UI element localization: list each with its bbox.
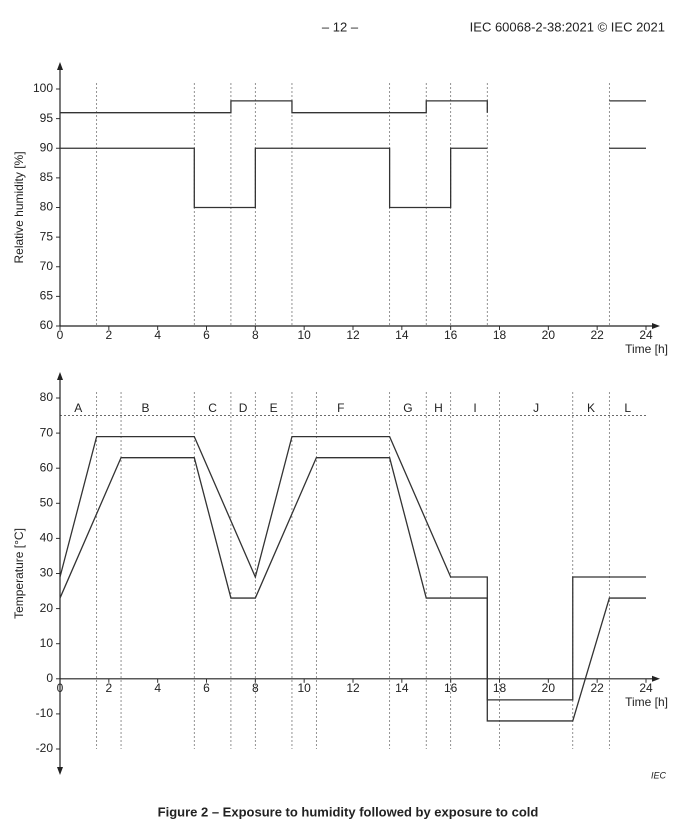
x-tick-label: 8 [252, 681, 259, 695]
phase-label: E [270, 401, 278, 415]
x-arrow [652, 323, 660, 329]
y-tick-label: 0 [46, 671, 53, 685]
x-tick-label: 24 [639, 681, 653, 695]
x-tick-label: 0 [57, 328, 64, 342]
series-line [59, 435, 646, 701]
x-tick-label: 12 [346, 681, 360, 695]
y-tick-label: 10 [40, 636, 54, 650]
x-tick-label: 4 [154, 328, 161, 342]
x-tick-label: 10 [297, 681, 311, 695]
series-line [60, 100, 646, 114]
x-tick-label: 8 [252, 328, 259, 342]
y-tick-label: 85 [40, 170, 54, 184]
phase-label: H [434, 401, 443, 415]
x-tick-label: 14 [395, 681, 409, 695]
phase-label: J [533, 401, 539, 415]
x-axis-title: Time [h] [625, 695, 668, 709]
standard-id: IEC 60068-2-38:2021 © IEC 2021 [470, 19, 665, 34]
phase-label: I [473, 401, 476, 415]
x-tick-label: 18 [493, 328, 507, 342]
phase-label: A [74, 401, 82, 415]
y-tick-label: 95 [40, 111, 54, 125]
caption: Figure 2 – Exposure to humidity followed… [158, 804, 539, 819]
y-tick-label: 80 [40, 390, 54, 404]
y-tick-label: -10 [36, 706, 54, 720]
y-axis-title: Relative humidity [%] [12, 151, 26, 263]
y-tick-label: 75 [40, 229, 54, 243]
y-tick-label: 30 [40, 566, 54, 580]
series-line [60, 147, 646, 209]
y-tick-label: -20 [36, 741, 54, 755]
x-tick-label: 24 [639, 328, 653, 342]
x-tick-label: 12 [346, 328, 360, 342]
x-axis-title: Time [h] [625, 342, 668, 356]
y-tick-label: 90 [40, 140, 54, 154]
phase-label: L [624, 401, 631, 415]
y-arrow [57, 62, 63, 70]
y-arrow [57, 372, 63, 380]
y-tick-label: 70 [40, 425, 54, 439]
x-arrow [652, 675, 660, 682]
phase-label: C [208, 401, 217, 415]
phase-label: K [587, 401, 595, 415]
x-tick-label: 16 [444, 328, 458, 342]
x-tick-label: 22 [590, 328, 604, 342]
x-tick-label: 16 [444, 681, 458, 695]
phase-label: G [403, 401, 412, 415]
x-tick-label: 22 [590, 681, 604, 695]
x-tick-label: 20 [542, 681, 556, 695]
x-tick-label: 4 [154, 681, 161, 695]
y-tick-label: 40 [40, 531, 54, 545]
y-tick-label: 50 [40, 495, 54, 509]
x-tick-label: 20 [542, 328, 556, 342]
y-tick-label: 80 [40, 200, 54, 214]
phase-label: B [141, 401, 149, 415]
y-tick-label: 60 [40, 318, 54, 332]
x-tick-label: 14 [395, 328, 409, 342]
y-arrow [57, 767, 63, 775]
page-number: – 12 – [322, 19, 359, 34]
x-tick-label: 10 [297, 328, 311, 342]
x-tick-label: 6 [203, 681, 210, 695]
y-tick-label: 65 [40, 289, 54, 303]
x-tick-label: 2 [105, 328, 112, 342]
y-axis-title: Temperature [°C] [12, 528, 26, 619]
y-tick-label: 20 [40, 601, 54, 615]
phase-label: F [337, 401, 344, 415]
phase-label: D [239, 401, 248, 415]
source: IEC [651, 770, 667, 780]
series-line [59, 457, 646, 722]
y-tick-label: 70 [40, 259, 54, 273]
x-tick-label: 18 [493, 681, 507, 695]
y-tick-label: 100 [33, 81, 53, 95]
x-tick-label: 2 [105, 681, 112, 695]
y-tick-label: 60 [40, 460, 54, 474]
x-tick-label: 6 [203, 328, 210, 342]
